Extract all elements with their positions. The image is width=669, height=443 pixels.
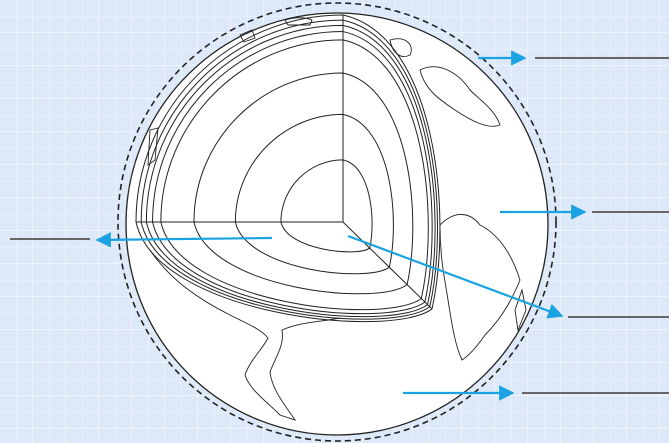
arrow <box>347 234 564 319</box>
layer-boundary <box>145 24 436 318</box>
layer-boundary <box>193 72 414 295</box>
interior-layers <box>135 14 441 323</box>
continents <box>147 17 527 421</box>
atmosphere-boundary <box>117 2 557 442</box>
inner-core <box>280 159 373 253</box>
label-lines <box>10 57 669 394</box>
layer-boundary <box>234 113 394 275</box>
layer-boundary <box>152 31 433 315</box>
layer-boundary <box>160 39 429 311</box>
layer-boundary <box>140 19 439 320</box>
earth-surface <box>125 12 549 436</box>
arrow <box>95 232 273 248</box>
layer-boundary <box>135 14 441 323</box>
pointer-arrows <box>95 50 587 401</box>
cutaway-edge <box>136 15 433 310</box>
